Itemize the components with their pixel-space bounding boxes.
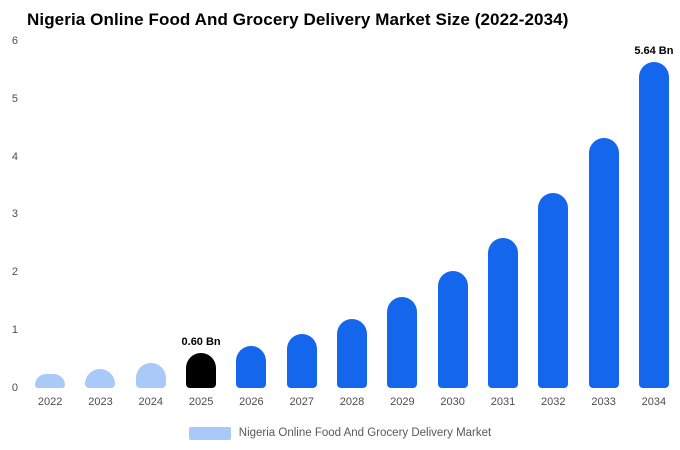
x-tick-2030: 2030 [440,396,465,408]
x-tick-2033: 2033 [591,396,616,408]
bar-2024 [135,363,166,388]
bar-column-2024 [126,41,176,388]
chart-title: Nigeria Online Food And Grocery Delivery… [27,10,569,29]
y-tick-2: 2 [11,266,18,279]
x-tick-2029: 2029 [390,396,415,408]
bar-2023 [85,368,116,388]
x-tick-2026: 2026 [239,396,264,408]
y-tick-5: 5 [11,92,18,105]
bar-2027 [286,334,317,388]
legend: Nigeria Online Food And Grocery Delivery… [0,425,680,441]
bar-column-2030 [428,41,478,388]
x-tick-2022: 2022 [37,396,63,408]
bar-2030 [437,270,468,388]
y-axis-labels: 6 5 4 3 2 1 0 [4,35,18,394]
bar-column-2034: 5.64 Bn [629,41,679,388]
x-tick-2025: 2025 [188,396,214,408]
y-tick-6: 6 [11,35,18,47]
y-tick-0: 0 [11,381,18,394]
bar-column-2027 [277,41,327,388]
bar-2028 [337,318,368,388]
bar-column-2032 [528,41,578,388]
legend-label: Nigeria Online Food And Grocery Delivery… [238,427,492,439]
bar-2031 [487,237,518,388]
bar-value-label-2034: 5.64 Bn [634,44,674,57]
bar-column-2028 [327,41,377,388]
x-tick-2032: 2032 [541,396,566,408]
x-tick-2024: 2024 [138,396,164,408]
bar-2026 [236,346,267,388]
x-tick-2028: 2028 [339,396,365,408]
x-tick-2023: 2023 [88,396,113,408]
y-tick-3: 3 [11,208,18,221]
x-tick-2027: 2027 [289,396,314,408]
bar-column-2025: 0.60 Bn [176,41,226,388]
bar-column-2023 [75,41,125,388]
bar-column-2029 [377,41,427,388]
x-axis-labels: 2022 2023 2024 2025 2026 2027 2028 2029 2030 2031… [25,396,679,410]
y-tick-1: 1 [11,324,18,337]
bar-2022 [35,373,66,388]
bars: 0.60 Bn 5.64 Bn [25,41,679,388]
bar-2025 [186,353,217,388]
bar-2033 [588,137,619,388]
bar-column-2031 [478,41,528,388]
bar-2032 [538,193,569,388]
bar-2034 [638,61,669,388]
bar-column-2033 [578,41,628,388]
x-tick-2031: 2031 [490,396,516,408]
x-tick-2034: 2034 [641,396,667,408]
legend-swatch [188,426,231,440]
bar-column-2022 [25,41,75,388]
bar-column-2026 [226,41,276,388]
bar-value-label-2025: 0.60 Bn [181,336,221,349]
bar-2029 [387,297,418,388]
y-tick-4: 4 [11,150,18,163]
